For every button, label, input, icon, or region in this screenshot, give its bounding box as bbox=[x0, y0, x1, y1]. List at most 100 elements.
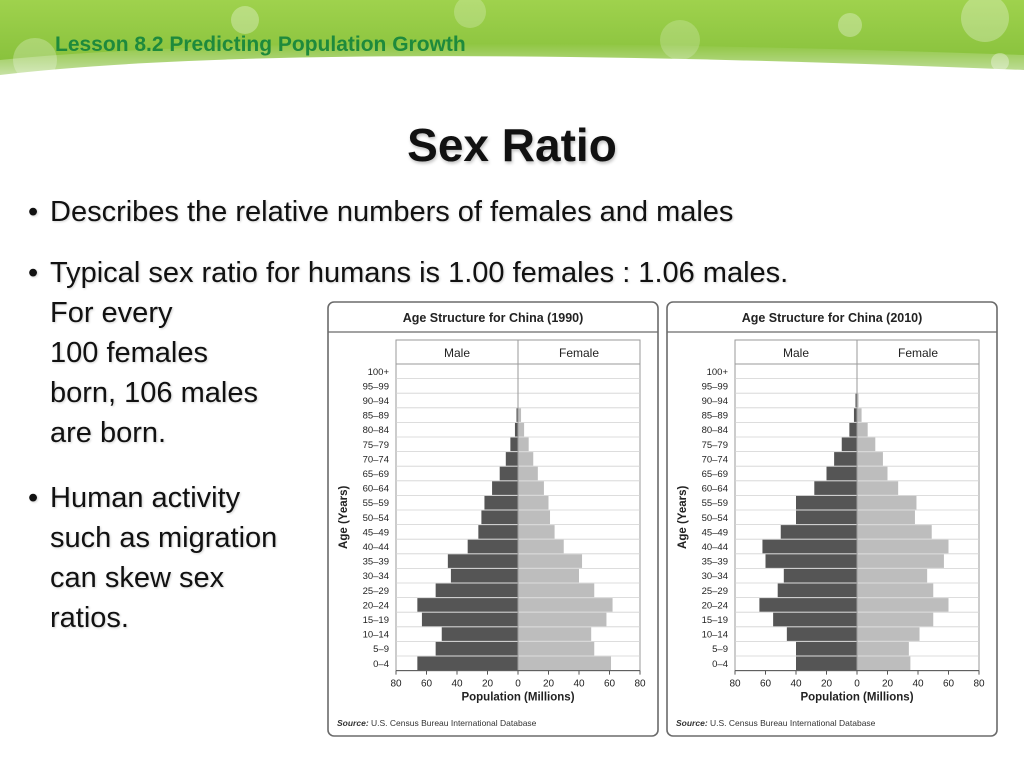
bar-female-4 bbox=[857, 422, 868, 437]
x-tick-label: 20 bbox=[482, 679, 494, 690]
bar-female-20 bbox=[857, 656, 911, 671]
bar-male-8 bbox=[492, 481, 518, 495]
age-label: 95–99 bbox=[363, 381, 389, 392]
bar-male-10 bbox=[796, 510, 857, 525]
x-tick-label: 80 bbox=[973, 679, 985, 690]
bar-female-19 bbox=[857, 641, 909, 656]
bar-female-3 bbox=[857, 408, 862, 422]
chart-title: Age Structure for China (1990) bbox=[403, 311, 584, 325]
source-note: Source: U.S. Census Bureau International… bbox=[676, 718, 876, 728]
age-label: 45–49 bbox=[702, 527, 728, 538]
bullet-dot: • bbox=[28, 196, 39, 228]
bar-male-9 bbox=[484, 495, 518, 510]
age-label: 30–34 bbox=[702, 571, 728, 582]
age-label: 30–34 bbox=[363, 571, 389, 582]
bar-male-15 bbox=[435, 583, 518, 598]
bar-male-16 bbox=[759, 598, 857, 612]
bar-male-18 bbox=[441, 627, 518, 641]
age-label: 55–59 bbox=[702, 498, 728, 509]
age-label: 40–44 bbox=[702, 542, 728, 553]
age-label: 45–49 bbox=[363, 527, 389, 538]
age-label: 40–44 bbox=[363, 542, 389, 553]
bullet-dot: • bbox=[28, 257, 39, 289]
age-label: 80–84 bbox=[363, 425, 389, 436]
bullet-2-line-4: born, 106 males bbox=[50, 377, 258, 409]
age-label: 90–94 bbox=[363, 396, 389, 407]
age-label: 70–74 bbox=[702, 454, 728, 465]
bullet-dot: • bbox=[28, 482, 39, 514]
bar-male-7 bbox=[826, 466, 857, 481]
bar-male-11 bbox=[478, 525, 518, 539]
bar-female-14 bbox=[518, 568, 579, 583]
y-axis-label: Age (Years) bbox=[677, 485, 689, 548]
slide-title: Sex Ratio bbox=[407, 119, 617, 171]
bar-female-15 bbox=[518, 583, 595, 598]
y-axis-label: Age (Years) bbox=[338, 485, 350, 548]
bar-female-18 bbox=[518, 627, 592, 641]
age-label: 85–89 bbox=[702, 411, 728, 422]
bar-male-18 bbox=[786, 627, 857, 641]
legend-male: Male bbox=[783, 346, 809, 360]
bar-female-16 bbox=[518, 598, 613, 612]
bullet-1-line-1: Describes the relative numbers of female… bbox=[50, 196, 734, 228]
bar-male-16 bbox=[417, 598, 518, 612]
bar-male-20 bbox=[796, 656, 857, 671]
x-axis-label: Population (Millions) bbox=[800, 692, 913, 704]
age-label: 15–19 bbox=[702, 615, 728, 626]
bullet-1: • Describes the relative numbers of femal… bbox=[28, 192, 733, 232]
bar-female-6 bbox=[518, 452, 534, 466]
age-label: 80–84 bbox=[702, 425, 728, 436]
bar-female-7 bbox=[518, 466, 538, 481]
age-label: 50–54 bbox=[702, 513, 728, 524]
bar-male-4 bbox=[514, 422, 518, 437]
bullet-2-line-3: 100 females bbox=[50, 337, 208, 369]
age-label: 55–59 bbox=[363, 498, 389, 509]
age-label: 20–24 bbox=[363, 600, 389, 611]
bar-male-13 bbox=[765, 554, 857, 568]
age-label: 60–64 bbox=[702, 484, 728, 495]
bar-male-6 bbox=[505, 452, 518, 466]
bullet-3-line-2: such as migration bbox=[50, 522, 278, 554]
age-label: 50–54 bbox=[363, 513, 389, 524]
source-note: Source: U.S. Census Bureau International… bbox=[337, 718, 537, 728]
bar-female-8 bbox=[518, 481, 544, 495]
bar-female-18 bbox=[857, 627, 920, 641]
bar-female-13 bbox=[518, 554, 583, 568]
bar-male-3 bbox=[853, 408, 857, 422]
age-label: 0–4 bbox=[712, 659, 728, 670]
bar-female-11 bbox=[857, 525, 932, 539]
bar-male-11 bbox=[780, 525, 857, 539]
bar-female-4 bbox=[518, 422, 525, 437]
age-label: 75–79 bbox=[363, 440, 389, 451]
bullet-3: • Human activity such as migration can sk… bbox=[28, 478, 277, 638]
bar-female-17 bbox=[518, 612, 607, 627]
source-text: U.S. Census Bureau International Databas… bbox=[710, 718, 876, 728]
age-label: 100+ bbox=[368, 367, 390, 378]
lesson-title: Lesson 8.2 Predicting Population Growth bbox=[55, 33, 466, 56]
bullet-2-line-2: For every bbox=[50, 297, 173, 329]
bar-male-20 bbox=[417, 656, 518, 671]
bar-female-17 bbox=[857, 612, 934, 627]
bar-male-6 bbox=[834, 452, 857, 466]
bullet-3-line-1: Human activity bbox=[50, 482, 241, 514]
bar-male-15 bbox=[777, 583, 857, 598]
x-tick-label: 60 bbox=[421, 679, 433, 690]
bar-female-9 bbox=[857, 495, 917, 510]
bar-male-12 bbox=[762, 539, 857, 554]
bar-male-17 bbox=[421, 612, 518, 627]
bar-female-3 bbox=[518, 408, 522, 422]
age-label: 90–94 bbox=[702, 396, 728, 407]
header-banner bbox=[0, 0, 1024, 130]
age-label: 5–9 bbox=[712, 644, 728, 655]
age-label: 70–74 bbox=[363, 454, 389, 465]
x-tick-label: 20 bbox=[882, 679, 894, 690]
legend-male: Male bbox=[444, 346, 470, 360]
x-tick-label: 40 bbox=[790, 679, 802, 690]
bar-female-6 bbox=[857, 452, 883, 466]
bar-female-19 bbox=[518, 641, 595, 656]
bar-female-5 bbox=[857, 437, 876, 452]
bar-female-7 bbox=[857, 466, 888, 481]
bar-male-14 bbox=[783, 568, 857, 583]
bar-male-8 bbox=[814, 481, 857, 495]
legend-female: Female bbox=[898, 346, 938, 360]
